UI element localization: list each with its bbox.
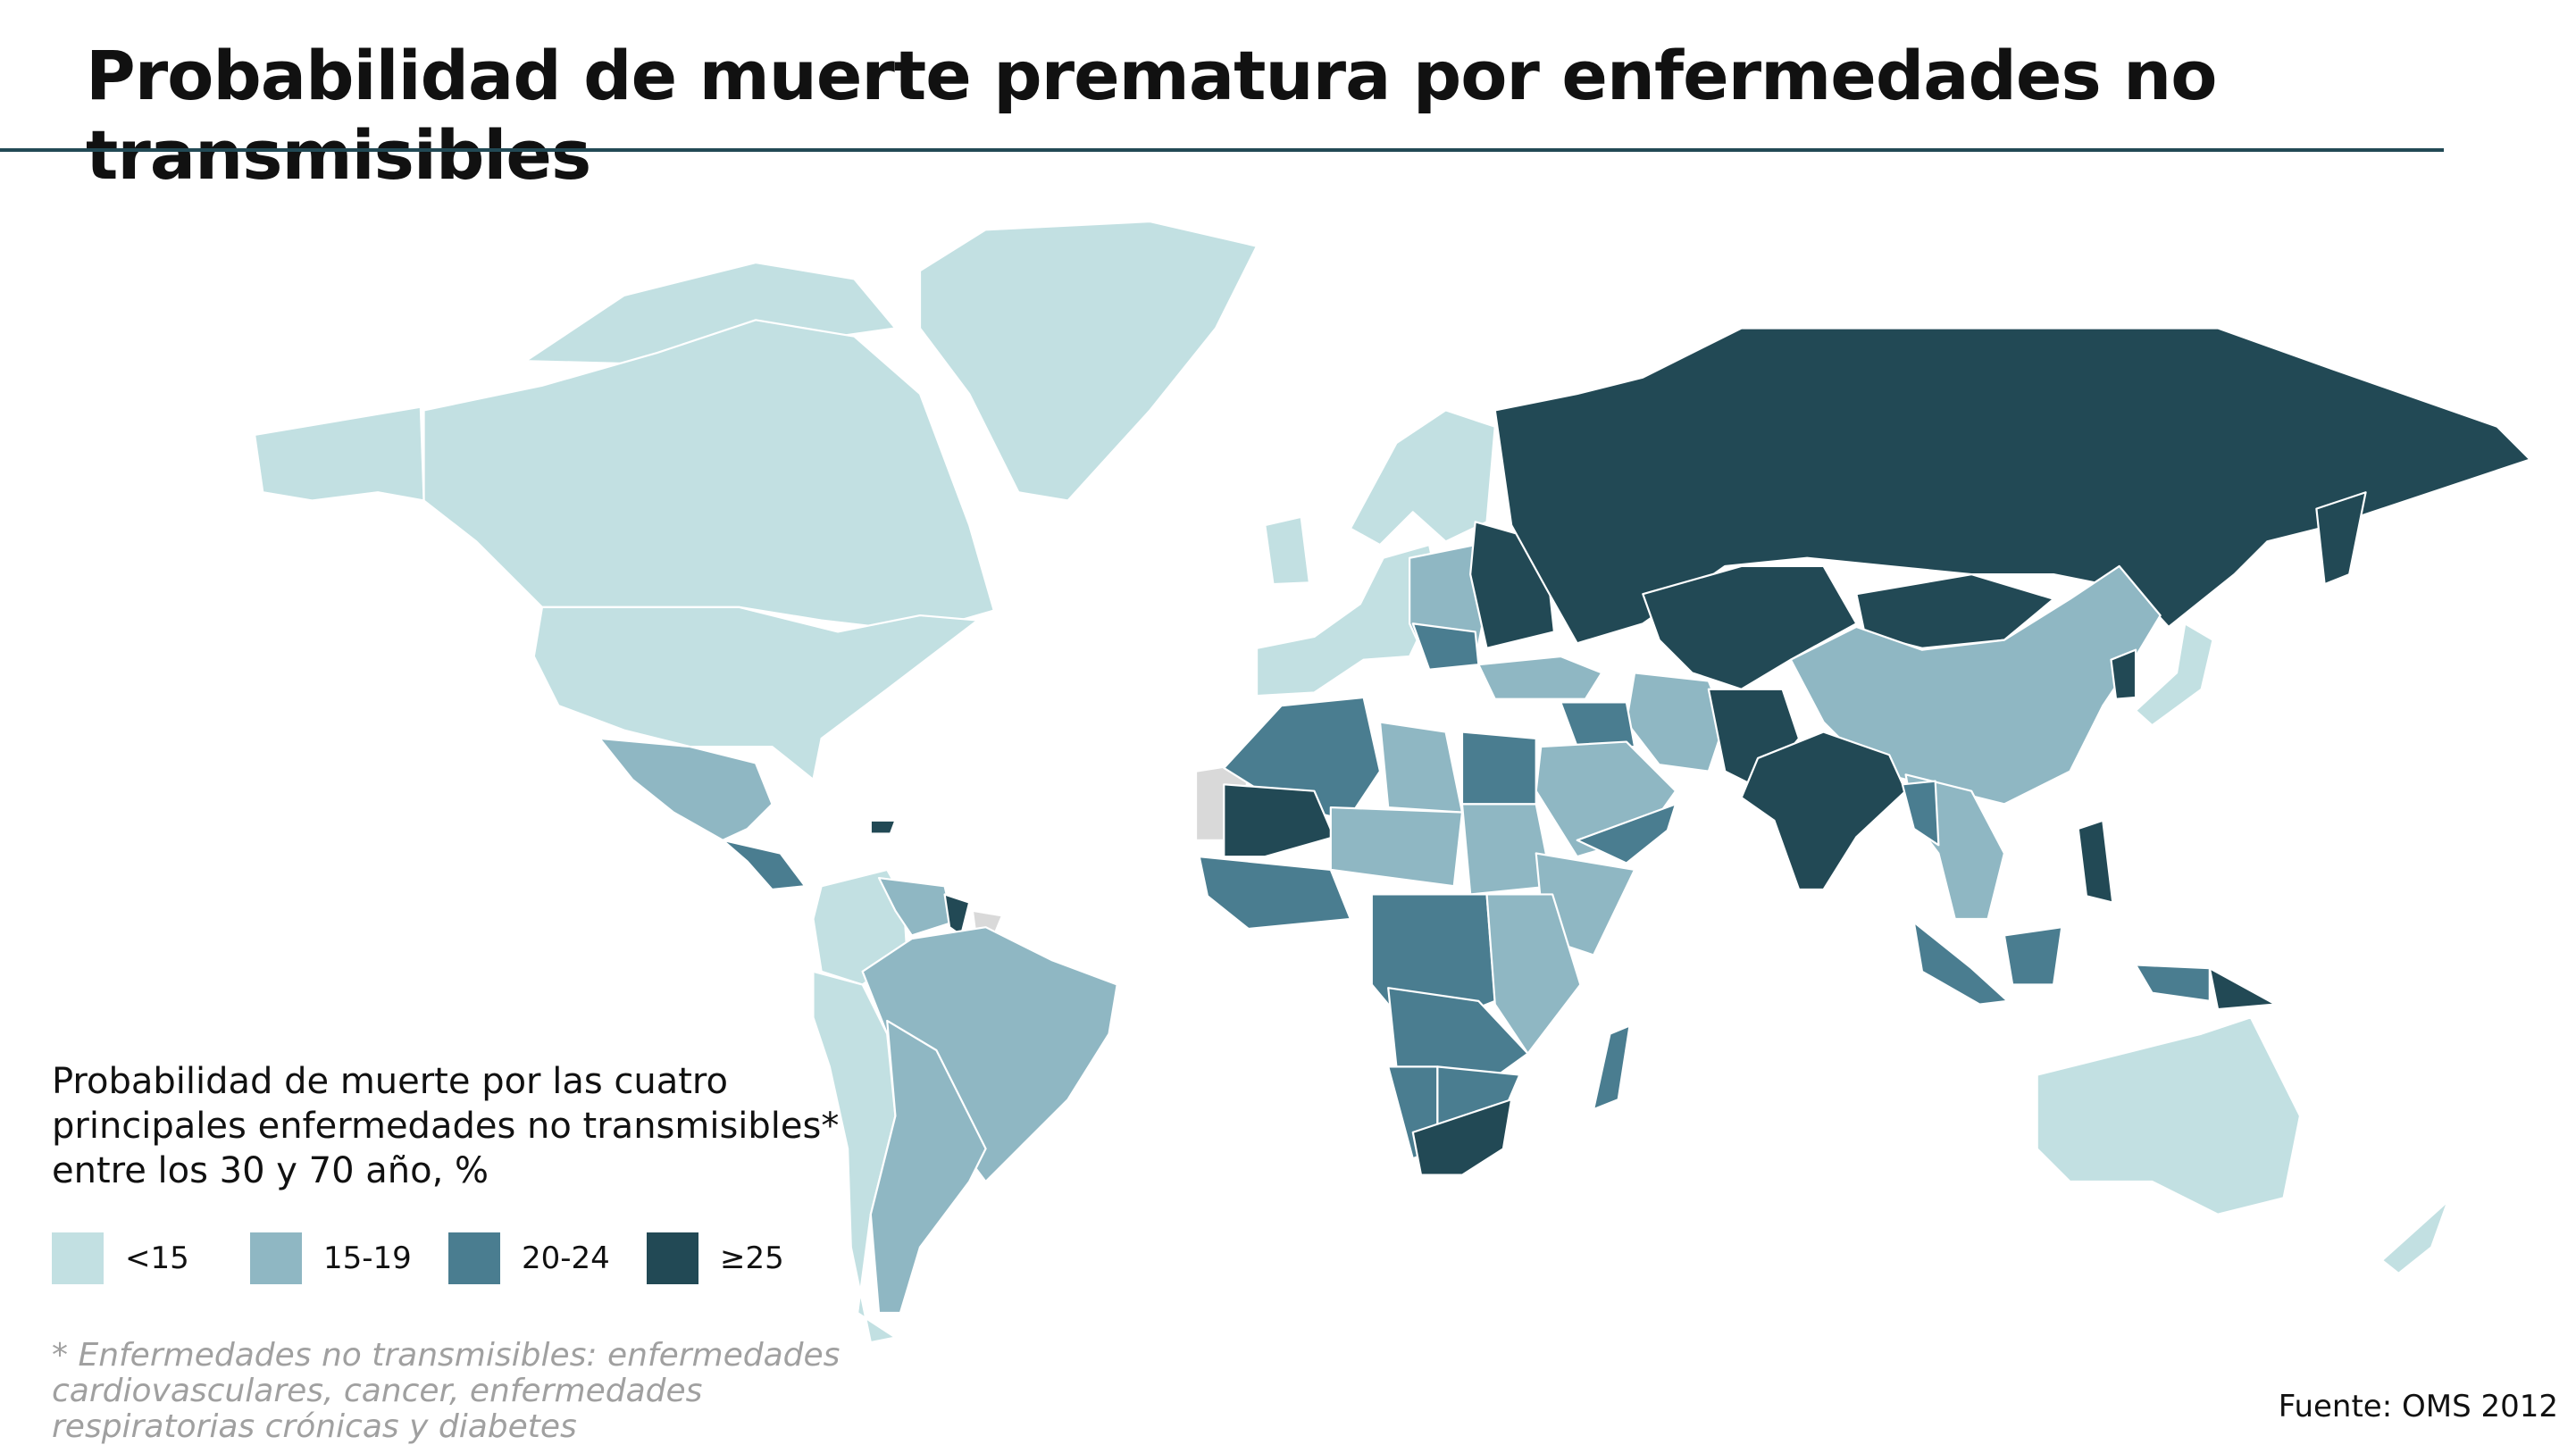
country-japan — [2134, 622, 2214, 727]
country-east-africa — [1485, 893, 1582, 1055]
country-myanmar — [1901, 780, 1940, 847]
country-turkey — [1477, 655, 1603, 700]
legend-label: <15 — [125, 1240, 189, 1276]
country-alaska — [253, 405, 425, 502]
country-balkans — [1411, 622, 1480, 671]
legend-swatch — [250, 1232, 302, 1284]
country-india — [1740, 731, 1907, 891]
country-caribbean — [869, 819, 897, 835]
country-yemen-oman — [1576, 803, 1677, 864]
country-madagascar — [1593, 1024, 1631, 1111]
country-libya — [1378, 721, 1464, 814]
footnote: * Enfermedades no transmisibles: enferme… — [52, 1337, 841, 1445]
legend-swatch — [647, 1232, 698, 1284]
country-angola-zambia — [1387, 987, 1529, 1084]
country-south-africa — [1411, 1098, 1513, 1176]
legend-label: ≥25 — [720, 1240, 784, 1276]
legend-item: 20-24 — [448, 1232, 611, 1284]
legend-item: <15 — [52, 1232, 214, 1284]
country-iraq-syria — [1560, 701, 1636, 748]
country-greenland — [918, 220, 1259, 502]
country-new-guinea-west — [2134, 964, 2211, 1002]
legend-title: Probabilidad de muerte por las cuatro pr… — [52, 1061, 840, 1191]
country-philippines — [2077, 819, 2114, 904]
source-note: Fuente: OMS 2012 — [2278, 1389, 2558, 1424]
country-niger-chad — [1329, 806, 1464, 888]
country-uk-ireland — [1264, 515, 1311, 586]
country-west-africa — [1198, 856, 1351, 931]
legend-item: ≥25 — [647, 1232, 809, 1284]
legend-swatch — [52, 1232, 104, 1284]
legend: Probabilidad de muerte por las cuatro pr… — [52, 1059, 856, 1445]
country-venezuela — [877, 876, 954, 937]
legend-label: 15-19 — [323, 1240, 412, 1276]
country-new-zealand — [2380, 1199, 2449, 1275]
country-scandinavia — [1349, 409, 1496, 547]
country-chile-peru — [812, 970, 897, 1344]
country-mali — [1223, 783, 1335, 858]
country-kamchatka — [2315, 491, 2367, 586]
legend-swatch — [448, 1232, 500, 1284]
country-central-america — [722, 839, 807, 891]
legend-label: 20-24 — [522, 1240, 610, 1276]
country-korea — [2110, 648, 2137, 700]
country-guyana — [943, 893, 971, 937]
legend-items: <15 15-19 20-24 ≥25 — [52, 1232, 856, 1284]
country-australia — [2036, 1016, 2302, 1215]
country-argentina-bolivia — [869, 1019, 987, 1315]
country-papua-new-guinea — [2208, 967, 2277, 1011]
country-mexico — [598, 737, 774, 841]
map-title: Probabilidad de muerte prematura por enf… — [86, 36, 2218, 195]
country-sumatra-java — [1912, 921, 2009, 1006]
title-divider — [0, 148, 2444, 152]
country-usa — [532, 606, 979, 781]
legend-item: 15-19 — [250, 1232, 413, 1284]
country-egypt — [1460, 731, 1537, 806]
country-canada — [422, 319, 995, 633]
country-borneo — [2003, 926, 2063, 986]
